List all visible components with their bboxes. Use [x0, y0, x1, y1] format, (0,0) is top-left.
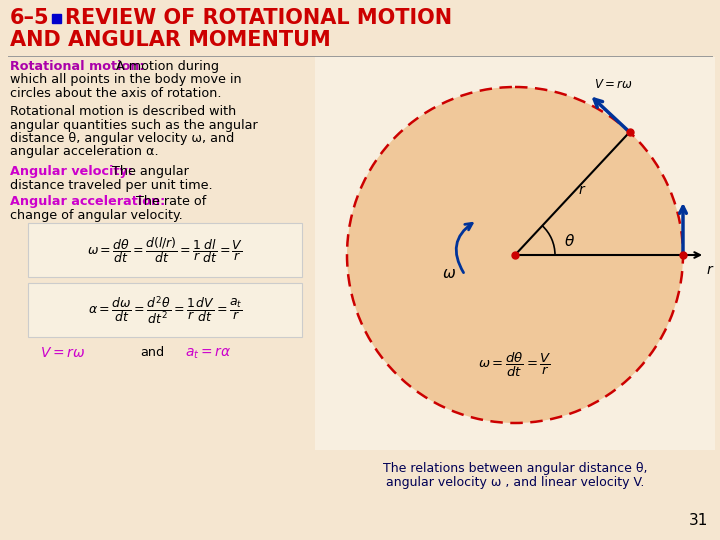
Text: A motion during: A motion during	[116, 60, 219, 73]
Text: θ: θ	[565, 233, 575, 248]
Text: angular velocity ω , and linear velocity V.: angular velocity ω , and linear velocity…	[386, 476, 644, 489]
Text: AND ANGULAR MOMENTUM: AND ANGULAR MOMENTUM	[10, 30, 330, 50]
Text: $V = r\omega$: $V = r\omega$	[40, 346, 85, 360]
Text: 31: 31	[688, 513, 708, 528]
Text: circles about the axis of rotation.: circles about the axis of rotation.	[10, 87, 222, 100]
Text: angular acceleration α.: angular acceleration α.	[10, 145, 158, 159]
Text: Rotational motion:: Rotational motion:	[10, 60, 145, 73]
Text: $V = r\omega$: $V = r\omega$	[594, 78, 633, 91]
Text: The relations between angular distance θ,: The relations between angular distance θ…	[383, 462, 647, 475]
Text: $\alpha = \dfrac{d\omega}{dt} = \dfrac{d^2\theta}{dt^2} = \dfrac{1}{r}\dfrac{dV}: $\alpha = \dfrac{d\omega}{dt} = \dfrac{d…	[88, 294, 243, 326]
Text: change of angular velocity.: change of angular velocity.	[10, 208, 183, 221]
Text: angular quantities such as the angular: angular quantities such as the angular	[10, 118, 258, 132]
Text: distance θ, angular velocity ω, and: distance θ, angular velocity ω, and	[10, 132, 234, 145]
Text: r: r	[707, 263, 713, 277]
Ellipse shape	[347, 87, 683, 423]
FancyBboxPatch shape	[28, 283, 302, 337]
Text: $a_t = r\alpha$: $a_t = r\alpha$	[185, 346, 231, 361]
Text: and: and	[140, 346, 164, 359]
Text: r: r	[578, 183, 584, 197]
Text: The rate of: The rate of	[136, 195, 206, 208]
Text: Rotational motion is described with: Rotational motion is described with	[10, 105, 236, 118]
Text: $\omega = \dfrac{d\theta}{dt} = \dfrac{d(l/r)}{dt} = \dfrac{1}{r}\dfrac{dl}{dt} : $\omega = \dfrac{d\theta}{dt} = \dfrac{d…	[87, 235, 243, 265]
Text: which all points in the body move in: which all points in the body move in	[10, 73, 242, 86]
Text: REVIEW OF ROTATIONAL MOTION: REVIEW OF ROTATIONAL MOTION	[65, 8, 452, 28]
Text: distance traveled per unit time.: distance traveled per unit time.	[10, 179, 212, 192]
Text: ω: ω	[443, 266, 456, 280]
Text: Angular acceleration:: Angular acceleration:	[10, 195, 166, 208]
Bar	[52, 14, 61, 23]
Text: Angular velocity:: Angular velocity:	[10, 165, 133, 178]
Text: 6–5: 6–5	[10, 8, 50, 28]
Bar	[315, 57, 715, 450]
Text: The angular: The angular	[112, 165, 189, 178]
FancyBboxPatch shape	[28, 223, 302, 277]
Text: $\omega = \dfrac{d\theta}{dt} = \dfrac{V}{r}$: $\omega = \dfrac{d\theta}{dt} = \dfrac{V…	[478, 351, 552, 379]
Text: Rotational motion:  A motion during: Rotational motion: A motion during	[10, 60, 239, 73]
